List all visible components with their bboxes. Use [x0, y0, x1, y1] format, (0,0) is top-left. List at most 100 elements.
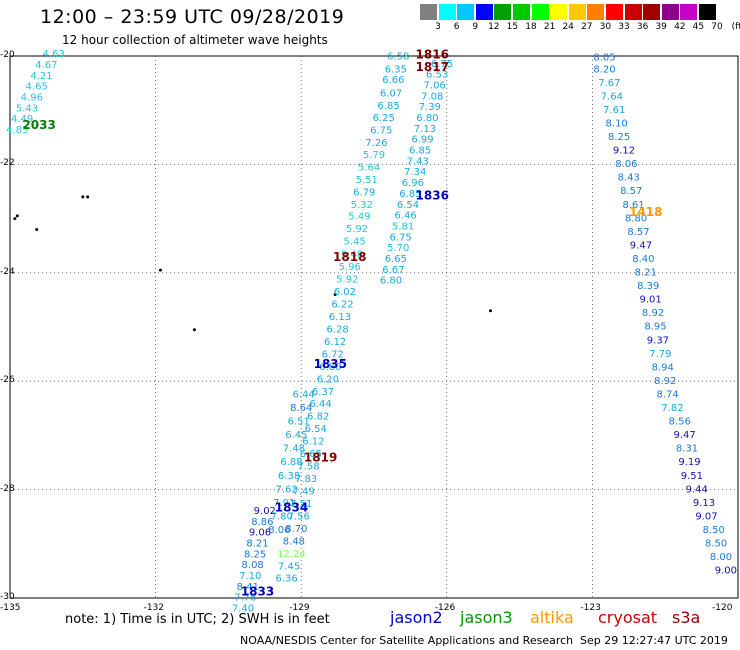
y-tick-label: -28	[0, 483, 15, 494]
swh-value: 6.13	[329, 312, 351, 323]
satellite-name: altika	[530, 608, 574, 627]
generated-timestamp: Sep 29 12:27:47 UTC 2019	[580, 634, 728, 647]
legend-swatch	[643, 4, 661, 20]
swh-value: 7.39	[419, 102, 441, 113]
swh-value: 6.75	[370, 126, 392, 137]
swh-value: 7.40	[232, 604, 254, 615]
swh-value: 6.35	[385, 64, 407, 75]
swh-value: 8.39	[637, 281, 659, 292]
swh-value: 6.20	[317, 374, 339, 385]
swh-value: 4.21	[30, 71, 52, 82]
swh-value: 6.67	[382, 265, 404, 276]
island	[488, 309, 492, 313]
swh-value: 9.00	[715, 566, 737, 577]
swh-value: 8.20	[593, 64, 615, 75]
swh-value: 6.65	[300, 449, 322, 460]
swh-value: 9.06	[249, 528, 271, 539]
swh-value: 4.63	[43, 49, 65, 60]
x-tick-label: -129	[289, 603, 310, 613]
swh-value: 6.37	[312, 387, 334, 398]
swh-value: 6.80	[416, 113, 438, 124]
swh-value: 5.43	[16, 103, 38, 114]
swh-value: 6.25	[373, 113, 395, 124]
swh-value: 8.05	[593, 52, 615, 63]
swh-value: 6.96	[402, 178, 424, 189]
swh-value: 6.82	[307, 412, 329, 423]
swh-value: 8.56	[669, 417, 691, 428]
swh-value: 9.19	[678, 457, 700, 468]
legend-swatch	[606, 4, 623, 20]
swh-value: 7.51	[290, 499, 312, 510]
swh-value: 6.79	[353, 187, 375, 198]
track-time-label: 1819	[304, 450, 337, 464]
swh-value: 8.25	[244, 549, 266, 560]
swh-value: 8.00	[710, 552, 732, 563]
swh-value: 7.61	[603, 105, 625, 116]
swh-value: 6.58	[387, 51, 409, 62]
legend-label: 42	[674, 22, 686, 32]
swh-value: 7.58	[297, 462, 319, 473]
swh-value: 8.64	[290, 403, 312, 414]
swh-value: 6.12	[324, 337, 346, 348]
track-time-label: 1418	[629, 205, 662, 219]
swh-value: 4.83	[6, 125, 28, 136]
swh-value: 8.57	[620, 186, 642, 197]
legend-label: 30	[599, 22, 612, 32]
swh-value: 6.54	[305, 424, 327, 435]
track-time-label: 1833	[241, 584, 274, 598]
swh-value: 8.31	[676, 444, 698, 455]
swh-value: 5.32	[351, 200, 373, 211]
legend-swatch	[457, 4, 475, 20]
swh-value: 6.53	[426, 70, 448, 81]
swh-value: 7.62	[276, 484, 298, 495]
swh-value: 8.06	[268, 525, 290, 536]
swh-value: 9.47	[630, 240, 652, 251]
swh-value: 5.49	[348, 212, 370, 223]
island	[192, 328, 196, 332]
swh-value: 6.44	[309, 399, 331, 410]
swh-value: 6.85	[377, 101, 399, 112]
swh-value: 8.06	[615, 159, 637, 170]
swh-value: 6.99	[411, 135, 433, 146]
swh-value: 9.37	[647, 335, 669, 346]
island	[13, 217, 17, 221]
legend-label: 12	[488, 22, 500, 32]
satellite-name: jason2	[390, 608, 443, 627]
swh-value: 6.12	[302, 437, 324, 448]
swh-value: 8.61	[623, 200, 645, 211]
legend-label: 18	[525, 22, 537, 32]
legend-swatch	[661, 4, 679, 20]
swh-value: 8.10	[606, 118, 628, 129]
swh-value: 6.75	[431, 59, 453, 70]
track-time-label: 1836	[416, 189, 449, 203]
swh-value: 12.24	[277, 549, 306, 560]
swh-value: 7.08	[421, 91, 443, 102]
legend-swatch	[513, 4, 530, 20]
swh-value: 5.92	[346, 224, 368, 235]
swh-value: 7.13	[414, 124, 436, 135]
swh-value: 9.01	[640, 295, 662, 306]
swh-value: 8.48	[283, 536, 305, 547]
swh-value: 8.57	[627, 227, 649, 238]
satellite-name: s3a	[672, 608, 701, 627]
legend-swatch	[494, 4, 512, 20]
swh-value: 7.56	[288, 511, 310, 522]
legend-swatch	[568, 4, 586, 20]
swh-value: 6.46	[394, 211, 416, 222]
track-time-label: 1818	[333, 250, 366, 264]
legend-swatch	[531, 4, 549, 20]
track-time-label: 1817	[416, 60, 449, 74]
y-tick-label: -22	[0, 158, 15, 169]
swh-value: 7.91	[273, 498, 295, 509]
page-title: 12:00 – 23:59 UTC 09/28/2019	[40, 6, 345, 28]
swh-value: 6.44	[292, 389, 314, 400]
legend-swatch	[624, 4, 642, 20]
swh-value: 8.21	[246, 539, 268, 550]
island	[158, 268, 162, 272]
swh-value: 8.50	[703, 525, 725, 536]
swh-value: 6.36	[276, 574, 298, 585]
legend-swatch	[699, 4, 716, 20]
legend-label: 24	[562, 22, 574, 32]
